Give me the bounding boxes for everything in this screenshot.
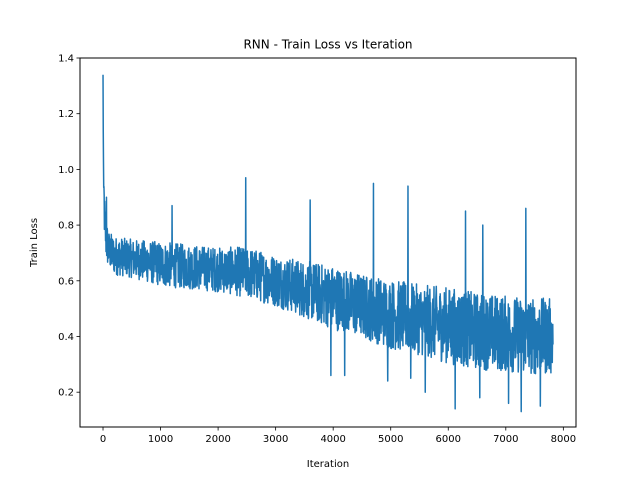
plot-area (102, 74, 554, 413)
plot-frame (79, 57, 577, 428)
y-axis-label: Train Loss (29, 218, 40, 268)
x-tick-label: 3000 (263, 434, 288, 445)
y-tick-label: 0.6 (58, 276, 74, 287)
chart-title: RNN - Train Loss vs Iteration (243, 38, 412, 52)
x-tick-label: 1000 (148, 434, 173, 445)
y-axis: 0.2 0.4 0.6 0.8 1.0 1.2 1.4 (58, 54, 80, 399)
x-tick-label: 2000 (205, 434, 230, 445)
x-tick-label: 8000 (551, 434, 576, 445)
x-tick-label: 0 (100, 434, 106, 445)
y-tick-label: 1.0 (58, 165, 74, 176)
y-tick-label: 1.4 (58, 54, 74, 65)
x-tick-label: 6000 (436, 434, 461, 445)
x-axis: 0 1000 2000 3000 4000 5000 6000 7000 8000 (100, 427, 576, 445)
x-tick-label: 7000 (493, 434, 518, 445)
y-tick-label: 0.8 (58, 221, 74, 232)
train-loss-line (102, 74, 554, 413)
y-tick-label: 1.2 (58, 109, 74, 120)
y-tick-label: 0.4 (58, 332, 74, 343)
x-axis-label: Iteration (307, 459, 349, 470)
x-tick-label: 5000 (378, 434, 403, 445)
y-tick-label: 0.2 (58, 388, 74, 399)
x-tick-label: 4000 (320, 434, 345, 445)
